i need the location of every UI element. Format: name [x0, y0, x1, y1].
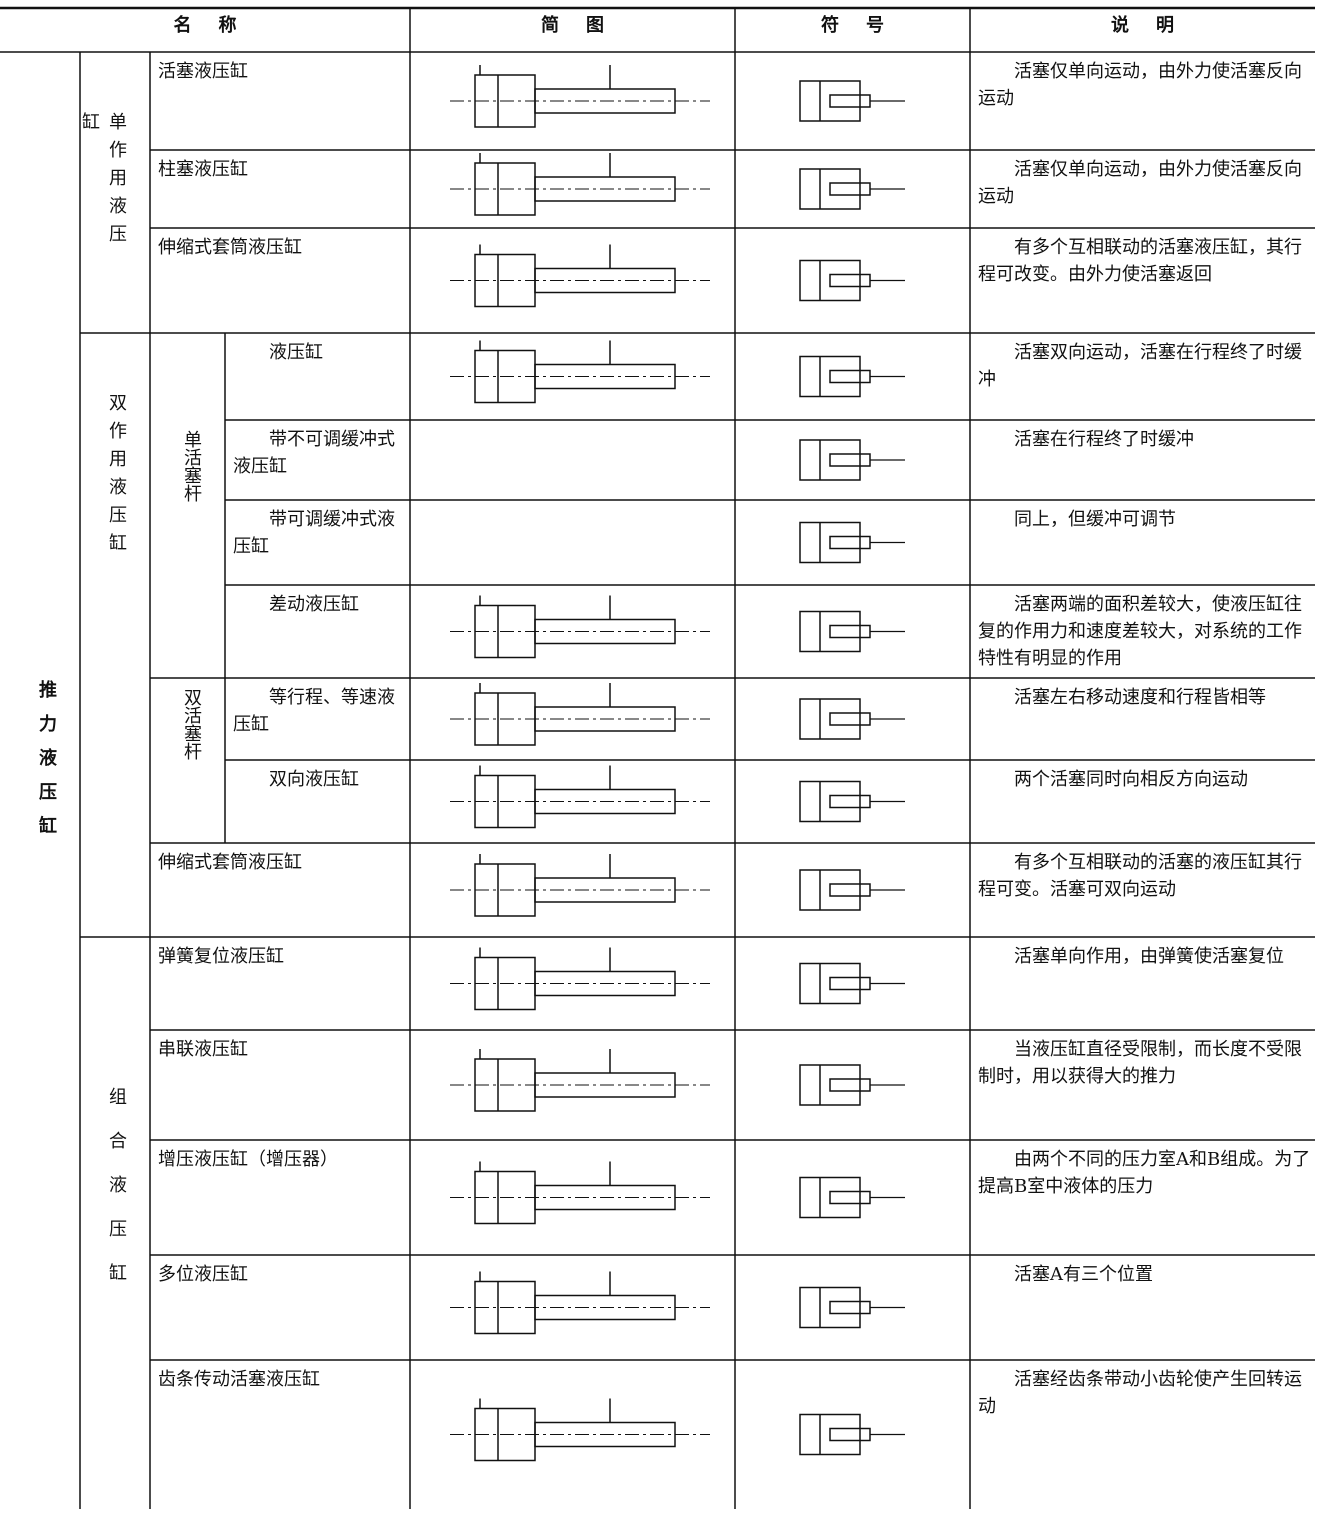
row-description: 有多个互相联动的活塞液压缸，其行程可改变。由外力使活塞返回 [978, 237, 1302, 285]
row-description: 活塞经齿条带动小齿轮使产生回转运动 [978, 1369, 1302, 1417]
shape [799, 259, 861, 302]
row-description: 活塞在行程终了时缓冲 [1014, 429, 1194, 450]
shape [829, 273, 871, 288]
shape [829, 182, 871, 196]
row-description: 活塞仅单向运动，由外力使活塞反向运动 [978, 159, 1302, 207]
row-name: 串联液压缸 [158, 1039, 248, 1060]
shape [829, 369, 871, 384]
shape [829, 94, 871, 108]
subtype-label: 单活塞杆 [181, 430, 202, 502]
row-name: 活塞液压缸 [158, 61, 248, 82]
row-description: 活塞两端的面积差较大，使液压缸往复的作用力和速度差较大，对系统的工作特性有明显的… [978, 594, 1302, 669]
type-label: 组合液压缸 [106, 1087, 127, 1307]
shape [799, 355, 861, 398]
shape [829, 1190, 871, 1205]
row-name: 柱塞液压缸 [158, 159, 248, 180]
shape [829, 1427, 871, 1442]
type-label: 双作用液压缸 [106, 393, 127, 561]
shape [799, 869, 861, 911]
header-cell: 说明 [1111, 15, 1201, 36]
category-label: 推力液压缸 [36, 680, 57, 850]
row-name: 带可调缓冲式液压缸 [233, 509, 395, 557]
row-name: 弹簧复位液压缸 [158, 946, 284, 967]
row-description: 两个活塞同时向相反方向运动 [1014, 769, 1248, 790]
row-name: 差动液压缸 [269, 594, 359, 615]
shape [799, 1176, 861, 1219]
shape [799, 80, 861, 122]
shape [829, 453, 871, 467]
row-description: 活塞单向作用，由弹簧使活塞复位 [1014, 946, 1284, 967]
row-name: 伸缩式套筒液压缸 [158, 237, 302, 258]
shape [799, 1413, 861, 1456]
shape [799, 439, 861, 481]
row-name: 伸缩式套筒液压缸 [158, 852, 302, 873]
shape [829, 794, 871, 809]
row-name: 等行程、等速液压缸 [233, 687, 395, 735]
row-description: 同上，但缓冲可调节 [1014, 509, 1176, 530]
shape [799, 1286, 861, 1329]
shape [799, 168, 861, 210]
shape [799, 698, 861, 740]
header-cell: 简图 [541, 15, 631, 36]
row-name: 液压缸 [269, 342, 323, 363]
row-description: 活塞A有三个位置 [1014, 1264, 1153, 1285]
row-description: 由两个不同的压力室A和B组成。为了提高B室中液体的压力 [978, 1149, 1311, 1197]
shape [829, 624, 871, 639]
row-name: 带不可调缓冲式液压缸 [233, 429, 395, 477]
row-name: 多位液压缸 [158, 1264, 248, 1285]
shape [799, 962, 861, 1005]
shape [829, 976, 871, 991]
shape [829, 535, 871, 550]
row-description: 当液压缸直径受限制，而长度不受限制时，用以获得大的推力 [978, 1039, 1302, 1087]
shape [829, 883, 871, 897]
row-description: 活塞仅单向运动，由外力使活塞反向运动 [978, 61, 1302, 109]
shape [799, 780, 861, 823]
header-cell: 符号 [821, 15, 911, 36]
row-name: 齿条传动活塞液压缸 [158, 1369, 320, 1390]
type-label: 单作用液压缸 [79, 112, 127, 252]
shape [799, 610, 861, 653]
row-description: 活塞双向运动，活塞在行程终了时缓冲 [978, 342, 1302, 390]
shape [829, 1300, 871, 1315]
row-name: 增压液压缸（增压器） [158, 1149, 338, 1170]
row-description: 活塞左右移动速度和行程皆相等 [1014, 687, 1266, 708]
subtype-label: 双活塞杆 [181, 688, 202, 760]
shape [829, 1078, 871, 1092]
row-name: 双向液压缸 [269, 769, 359, 790]
row-description: 有多个互相联动的活塞的液压缸其行程可变。活塞可双向运动 [978, 852, 1302, 900]
shape [829, 712, 871, 726]
shape [799, 521, 861, 564]
shape [799, 1064, 861, 1106]
header-cell: 名称 [173, 15, 264, 36]
